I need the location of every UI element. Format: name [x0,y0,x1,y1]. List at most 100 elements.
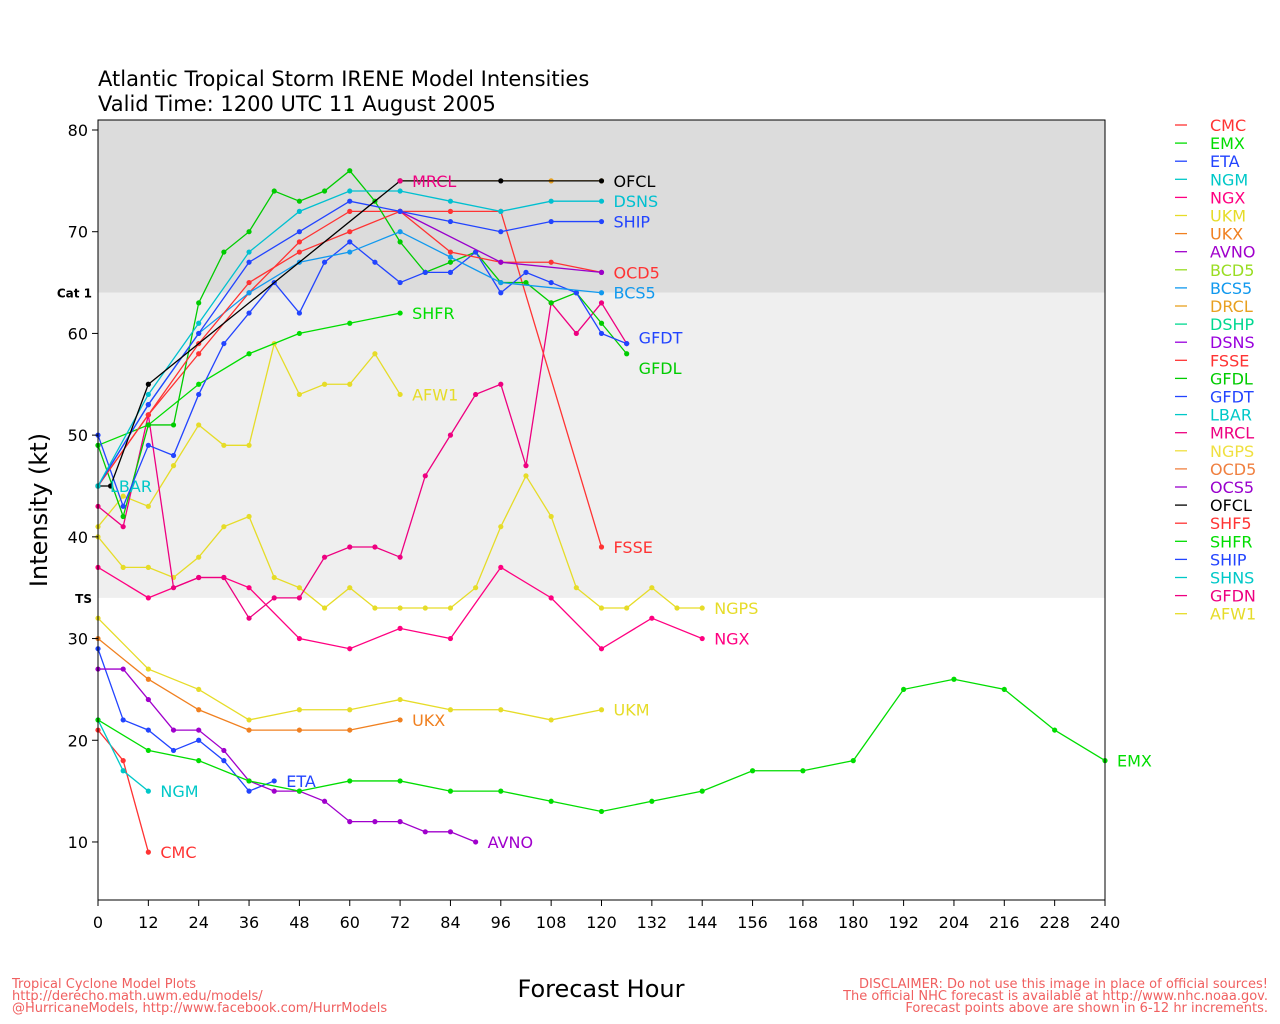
data-point [573,585,579,591]
band-label: TS [75,592,92,606]
data-point [498,259,504,265]
data-point [347,646,353,652]
data-point [347,188,353,194]
data-point [397,310,403,316]
series-cmc: CMC [95,727,197,862]
x-tick-label: 72 [390,913,410,932]
data-point [498,564,504,570]
data-point [372,544,378,550]
series-end-label: NGPS [714,599,758,618]
legend-item-shns: SHNS [1210,569,1254,588]
data-point [221,747,227,754]
data-point [347,198,353,204]
data-point [649,798,655,804]
data-point [548,279,554,286]
x-tick-label: 156 [737,913,768,932]
legend-item-dsns: DSNS [1210,333,1255,352]
series-gfdn [95,300,630,621]
data-point [145,422,151,428]
data-point [598,218,605,225]
data-point [246,615,252,621]
legend-item-shf5: SHF5 [1210,514,1252,533]
data-point [196,320,202,326]
axis-ticks: 0 12 24 36 48 60 72 84 96 108 120 132 144 156 168 180 19… [68,121,1121,932]
data-point [246,717,252,723]
series-eta: ETA [95,646,316,794]
data-point [397,819,403,825]
data-point [196,330,202,337]
series-end-label: BCS5 [614,284,656,303]
data-point [321,605,328,611]
legend-item-afw1: AFW1 [1210,605,1256,624]
data-point [296,727,302,733]
data-point [397,696,403,703]
data-point [397,208,403,214]
series-lbar: LBAR [95,477,152,496]
data-point [296,595,302,601]
data-point [498,524,504,530]
data-point [749,768,756,774]
x-tick-label: 204 [939,913,970,932]
x-tick-label: 36 [239,913,259,932]
data-point [170,585,177,591]
x-tick-label: 192 [888,913,919,932]
x-tick-label: 96 [491,913,511,932]
data-point [674,605,680,611]
data-point [145,696,151,703]
series-end-label: ETA [286,772,316,791]
x-tick-label: 180 [838,913,869,932]
legend-item-bcd5: BCD5 [1210,261,1254,280]
series-line-ukx [97,638,401,731]
data-point [397,778,403,784]
data-point [145,595,151,601]
data-point [624,351,630,357]
series-end-label: LBAR [110,477,152,496]
data-point [296,330,302,337]
series-end-label: AVNO [488,833,533,852]
data-point [548,513,554,520]
data-point [221,249,227,255]
footer-right-3: Forecast points above are shown in 6-12 … [905,1001,1268,1016]
data-point [196,707,202,713]
data-point [447,254,454,260]
data-point [196,300,202,306]
data-point [170,463,177,469]
x-tick-label: 48 [289,913,309,932]
data-point [120,758,126,764]
legend-item-ocs5: OCS5 [1210,478,1254,497]
data-point [170,727,177,733]
data-point [397,554,403,560]
data-point [397,391,403,398]
band-cat-1 [98,120,1105,293]
series-line-gfdl [97,169,628,519]
series-line-gfdt [97,241,627,509]
data-point [321,554,328,560]
legend-item-mrcl: MRCL [1210,424,1254,443]
series-end-label: CMC [160,843,196,862]
series-end-label: DSNS [614,192,659,211]
data-point [120,666,126,672]
data-point [624,605,630,611]
data-point [372,605,378,611]
series-end-label: SHIP [614,213,651,232]
data-point [246,290,252,296]
data-point [321,259,328,265]
data-point [1001,686,1007,693]
data-point [347,249,353,255]
data-point [372,819,378,825]
x-tick-label: 60 [340,913,360,932]
x-tick-label: 24 [189,913,209,932]
data-point [246,279,252,286]
legend-item-ofcl: OFCL [1210,496,1252,515]
data-point [246,513,252,520]
series-gfdt: GFDT [95,239,683,509]
legend-item-ship: SHIP [1210,550,1247,569]
x-tick-label: 228 [1039,913,1070,932]
data-point [271,788,277,794]
data-point [196,391,202,398]
series-end-label: SHFR [412,304,455,323]
data-point [246,259,252,265]
footer-right-2: The official NHC forecast is available a… [842,989,1268,1004]
series-end-label: NGX [714,630,749,649]
